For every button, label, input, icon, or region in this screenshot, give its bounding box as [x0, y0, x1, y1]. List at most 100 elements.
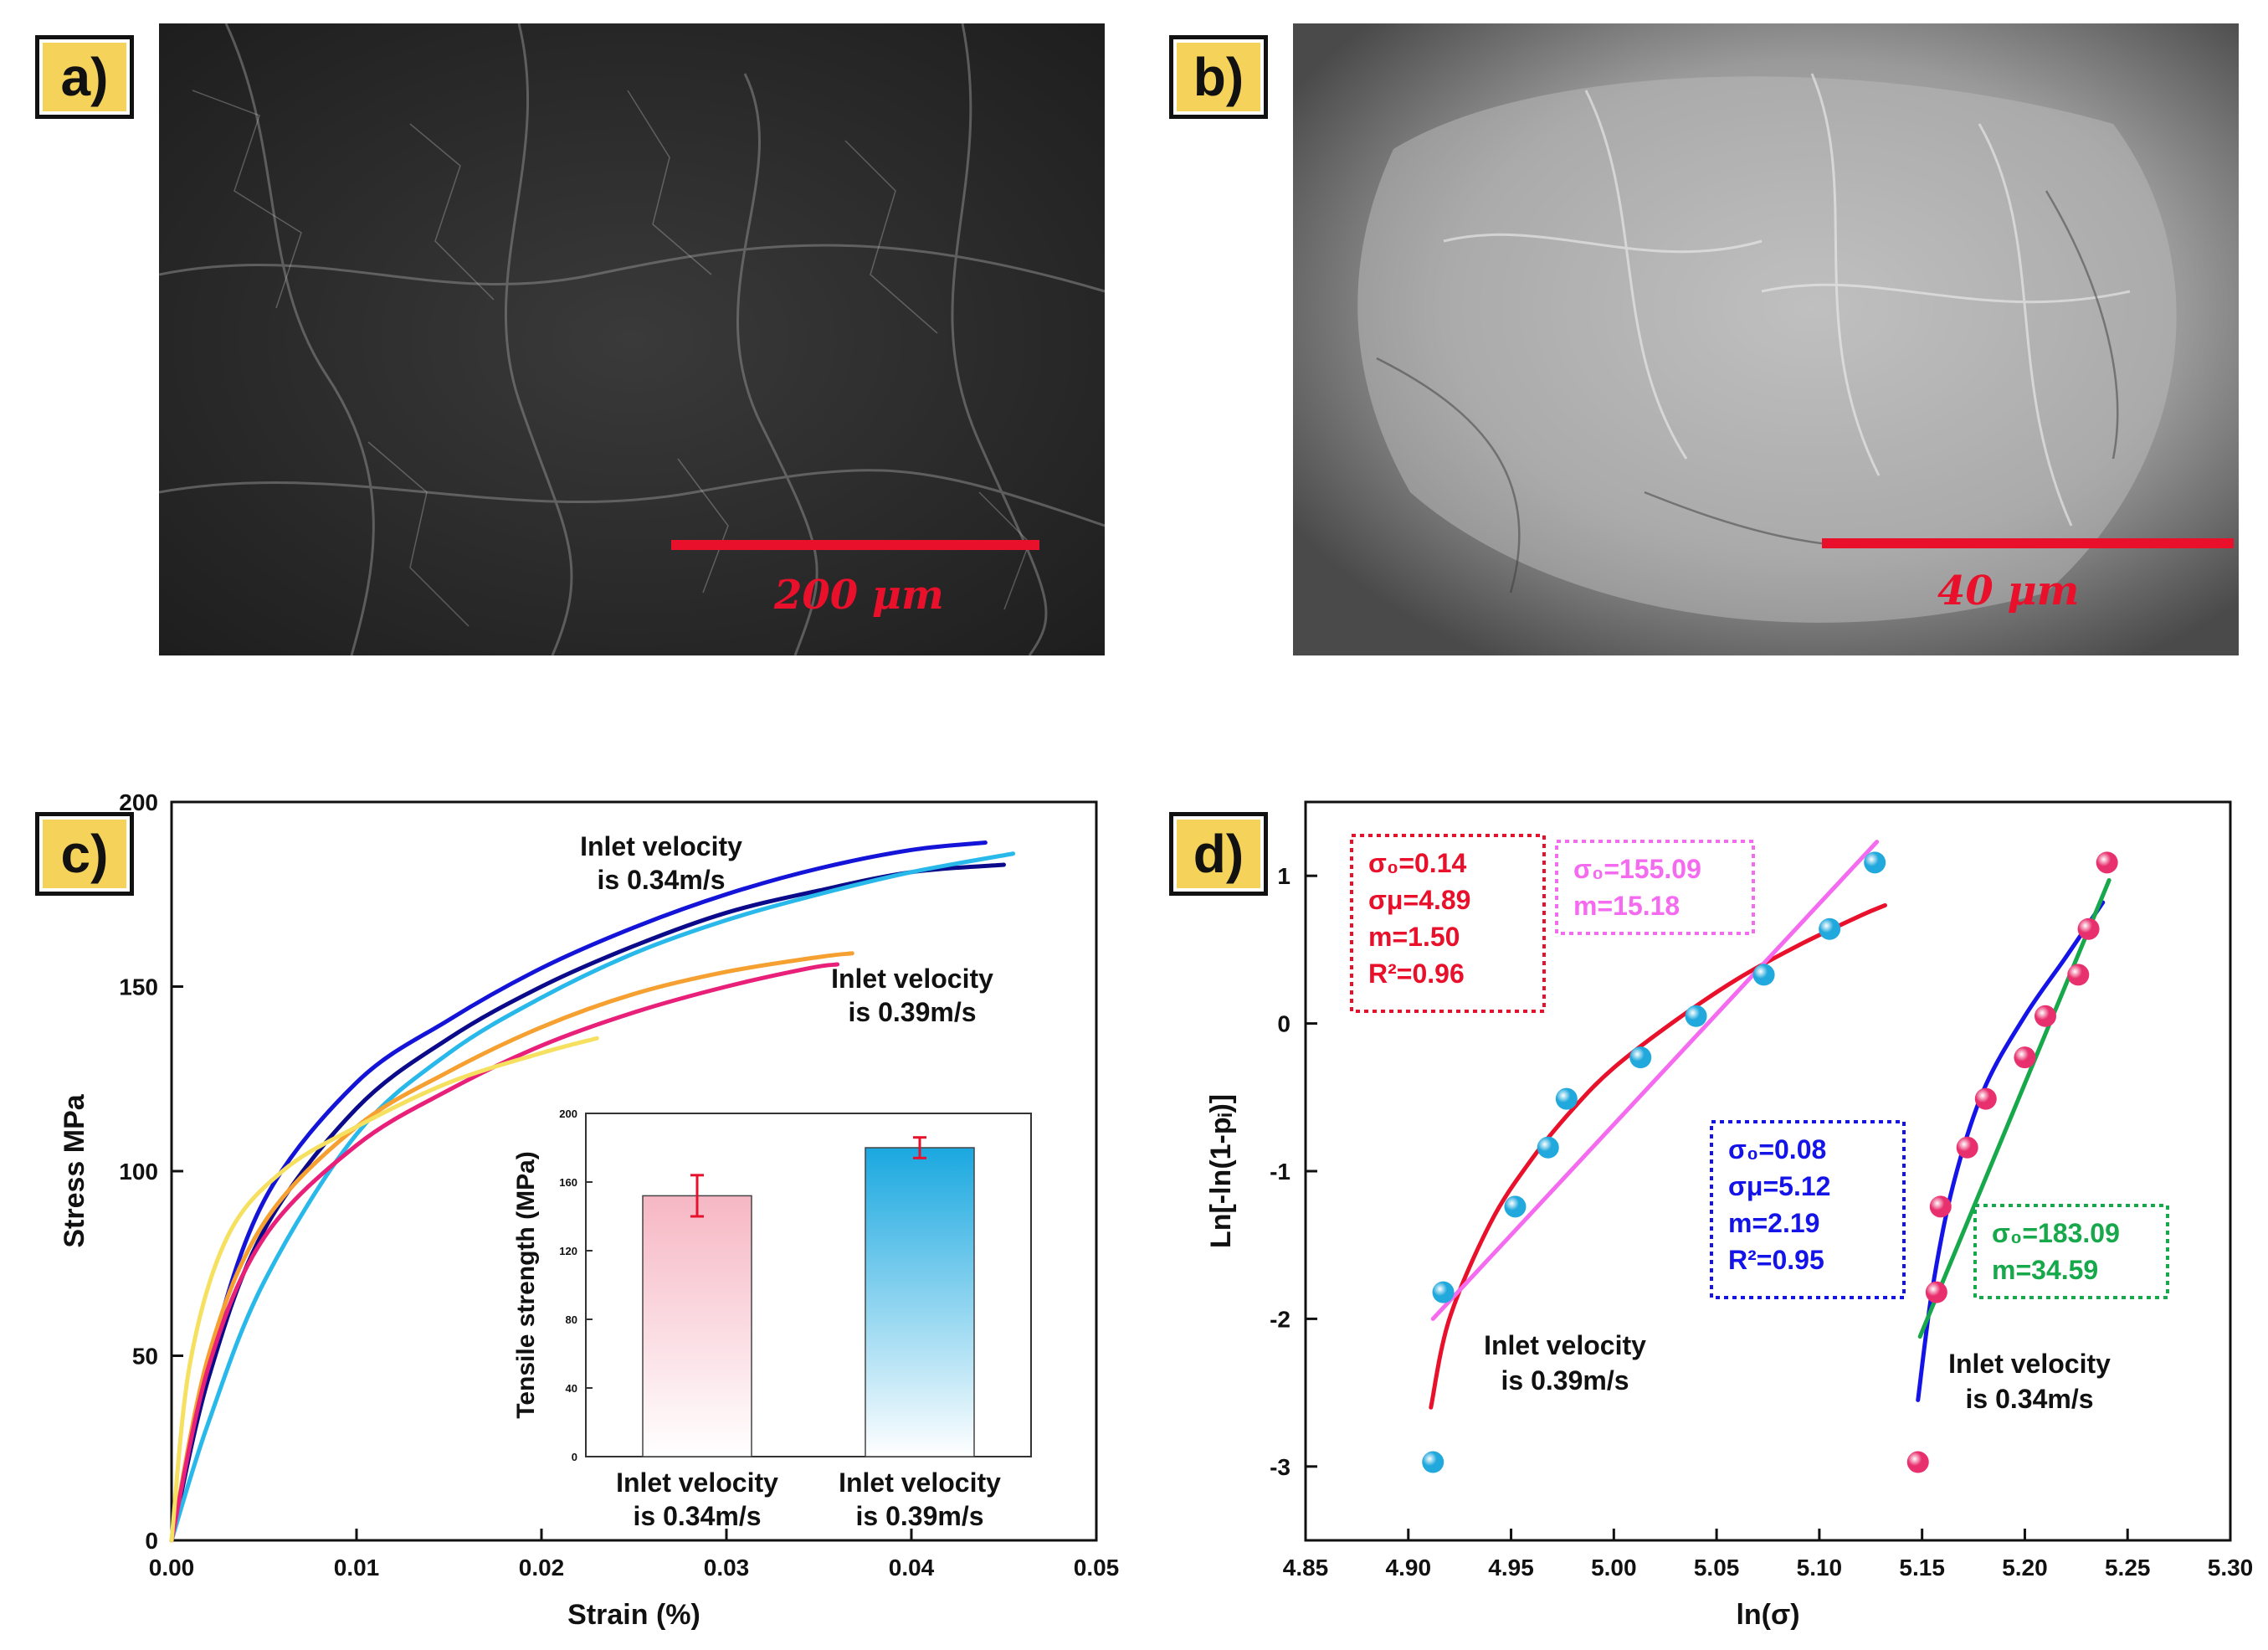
c-ytick-label: 200 — [119, 789, 158, 815]
c-xaxis-title: Strain (%) — [567, 1599, 700, 1631]
d-param-text-4-line: σ₀=183.09 — [1992, 1218, 2120, 1248]
d-fit-line-2 — [1430, 840, 1880, 1321]
d-xtick-label: 5.10 — [1797, 1555, 1843, 1581]
c-inset-category-label-1-line: is 0.34m/s — [634, 1501, 762, 1531]
scalebar-a — [671, 540, 1039, 550]
d-data-point-series-1 — [1504, 1195, 1527, 1218]
d-param-text-3: σ₀=0.08 σμ=5.12 m=2.19 R²=0.95 — [1728, 1134, 1830, 1275]
d-data-point-series-1 — [1685, 1005, 1707, 1027]
d-data-point-series-2 — [2096, 851, 2118, 874]
d-data-point-series-2 — [2077, 918, 2100, 940]
d-param-text-3-line: R²=0.95 — [1728, 1245, 1824, 1275]
d-data-point-series-2 — [2014, 1046, 2036, 1069]
c-inset-ytick-label: 0 — [572, 1451, 577, 1463]
d-data-point-series-1 — [1537, 1136, 1559, 1159]
d-data-point-series-2 — [1956, 1136, 1978, 1159]
c-inset-category-label-2: Inlet velocity is 0.39m/s — [839, 1468, 1001, 1531]
d-param-text-3-line: σ₀=0.08 — [1728, 1134, 1826, 1164]
c-xtick-label: 0.03 — [704, 1555, 750, 1581]
c-annotation-039-line: Inlet velocity — [831, 964, 993, 994]
panel-label-d: d) — [1169, 812, 1268, 896]
d-param-text-1-line: σμ=4.89 — [1368, 885, 1470, 915]
d-data-point-series-1 — [1629, 1046, 1652, 1069]
d-xtick-label: 5.25 — [2105, 1555, 2151, 1581]
c-xtick-label: 0.04 — [889, 1555, 935, 1581]
sem-image-b: 40 μm — [1293, 23, 2239, 655]
c-inset-ytick-label: 200 — [559, 1108, 577, 1120]
panel-label-b: b) — [1169, 35, 1268, 119]
d-ytick-label: -1 — [1270, 1159, 1291, 1185]
d-xtick-label: 4.85 — [1283, 1555, 1329, 1581]
d-param-text-2-line: σ₀=155.09 — [1573, 854, 1701, 884]
c-ytick-label: 100 — [119, 1159, 158, 1185]
c-ytick-label: 150 — [119, 974, 158, 1000]
d-param-box-3 — [1710, 1120, 1906, 1299]
c-ytick-label: 50 — [132, 1344, 158, 1370]
sem-texture-a — [159, 23, 1105, 655]
d-param-text-2: σ₀=155.09 m=15.18 — [1573, 854, 1701, 921]
c-inset-category-label-1: Inlet velocity is 0.34m/s — [616, 1468, 778, 1531]
c-ytick-label: 0 — [145, 1528, 158, 1554]
c-stress-curve-6 — [169, 1036, 599, 1543]
d-xaxis-title: ln(σ) — [1736, 1599, 1799, 1631]
d-data-point-series-1 — [1819, 918, 1841, 940]
c-annotation-034: Inlet velocity is 0.34m/s — [580, 831, 742, 895]
d-data-point-series-2 — [2067, 964, 2090, 986]
d-xtick-label: 4.90 — [1386, 1555, 1432, 1581]
d-data-point-series-2 — [1906, 1451, 1929, 1473]
panel-label-a: a) — [35, 35, 134, 119]
d-param-text-2-line: m=15.18 — [1573, 891, 1680, 921]
d-param-text-4: σ₀=183.09 m=34.59 — [1992, 1218, 2120, 1285]
c-yaxis-title: Stress MPa — [59, 1093, 90, 1247]
c-inset-bar-2 — [865, 1147, 975, 1457]
d-data-point-series-1 — [1555, 1087, 1578, 1110]
d-param-text-1-line: m=1.50 — [1368, 922, 1460, 952]
d-xtick-label: 5.30 — [2208, 1555, 2254, 1581]
c-inset-ytick-label: 80 — [566, 1313, 577, 1326]
d-param-text-1: σ₀=0.14 σμ=4.89 m=1.50 R²=0.96 — [1368, 848, 1470, 989]
d-ytick-label: -3 — [1270, 1454, 1291, 1480]
d-param-text-1-line: R²=0.96 — [1368, 959, 1465, 989]
d-xtick-label: 4.95 — [1488, 1555, 1534, 1581]
d-data-point-series-2 — [1974, 1087, 1997, 1110]
d-annotation-039-line: is 0.39m/s — [1501, 1365, 1629, 1396]
d-xtick-label: 5.15 — [1899, 1555, 1945, 1581]
d-yaxis-title: Ln[-ln(1-pᵢ)] — [1205, 1094, 1237, 1248]
d-xtick-label: 5.00 — [1591, 1555, 1637, 1581]
d-ytick-label: -2 — [1270, 1306, 1291, 1332]
c-inset-category-label-2-line: Inlet velocity — [839, 1468, 1001, 1498]
d-data-point-series-2 — [1925, 1281, 1947, 1303]
d-fit-line-4 — [1917, 877, 2111, 1339]
c-inset-ytick-label: 120 — [559, 1245, 577, 1257]
d-param-box-4 — [1973, 1204, 2169, 1299]
d-data-point-series-1 — [1864, 851, 1886, 874]
d-fit-line-1 — [1429, 902, 1887, 1410]
c-stress-curve-4 — [169, 951, 854, 1543]
c-annotation-034-line: Inlet velocity — [580, 831, 742, 861]
c-stress-curve-5 — [169, 962, 840, 1543]
d-ytick-label: 0 — [1277, 1011, 1291, 1037]
d-param-box-1 — [1350, 834, 1546, 1013]
d-data-point-series-2 — [2035, 1005, 2056, 1027]
c-inset-frame — [585, 1113, 1032, 1457]
d-data-point-series-1 — [1752, 964, 1775, 986]
scalebar-label-a: 200 μm — [774, 572, 944, 619]
d-param-text-1-line: σ₀=0.14 — [1368, 848, 1466, 878]
d-xtick-label: 5.20 — [2002, 1555, 2048, 1581]
d-annotation-034: Inlet velocity is 0.34m/s — [1948, 1349, 2111, 1414]
c-inset-yaxis-title: Tensile strength (MPa) — [512, 1151, 540, 1418]
d-annotation-034-line: Inlet velocity — [1948, 1349, 2111, 1379]
c-annotation-039: Inlet velocity is 0.39m/s — [831, 964, 993, 1027]
d-param-box-2 — [1555, 840, 1755, 935]
scalebar-b — [1822, 538, 2234, 548]
c-xtick-label: 0.02 — [519, 1555, 565, 1581]
c-stress-curve-3 — [169, 851, 1016, 1543]
c-xtick-label: 0.01 — [334, 1555, 380, 1581]
c-xtick-label: 0.05 — [1074, 1555, 1120, 1581]
c-annotation-034-line: is 0.34m/s — [598, 865, 726, 895]
d-annotation-039: Inlet velocity is 0.39m/s — [1484, 1330, 1646, 1396]
d-param-text-3-line: σμ=5.12 — [1728, 1171, 1830, 1201]
c-xtick-label: 0.00 — [149, 1555, 195, 1581]
d-param-text-3-line: m=2.19 — [1728, 1208, 1819, 1238]
